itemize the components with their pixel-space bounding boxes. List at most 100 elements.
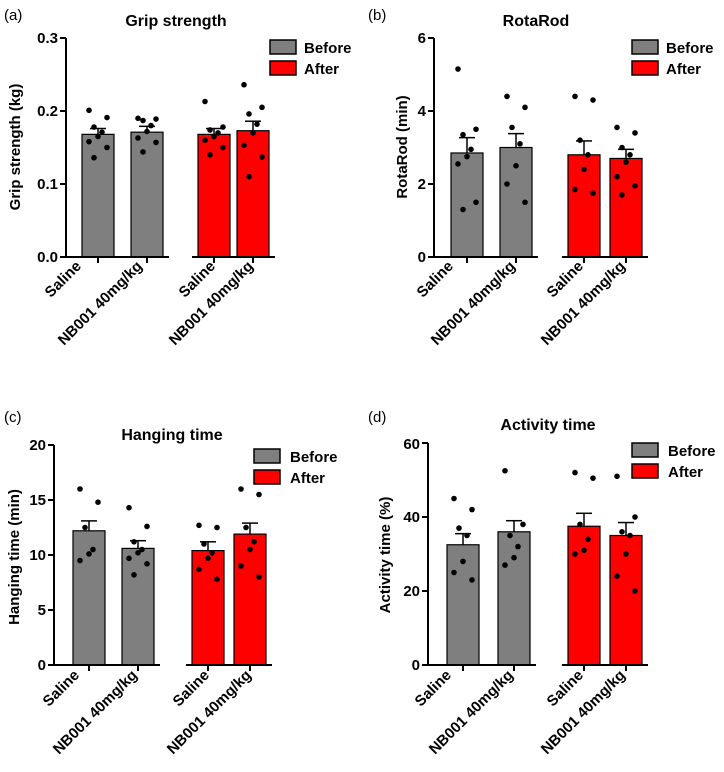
data-point xyxy=(577,521,583,528)
data-point xyxy=(148,122,154,129)
data-point xyxy=(135,135,141,141)
data-point xyxy=(632,130,638,136)
data-point xyxy=(451,569,457,576)
data-point xyxy=(144,523,150,530)
data-point xyxy=(460,206,466,213)
data-point xyxy=(215,130,221,136)
legend-label-after: After xyxy=(668,464,703,481)
data-point xyxy=(131,572,137,578)
legend-swatch-before xyxy=(253,448,281,464)
data-point xyxy=(251,539,257,545)
data-point xyxy=(238,563,244,569)
data-point xyxy=(95,133,101,140)
data-point xyxy=(581,547,587,554)
data-point xyxy=(196,522,202,529)
y-tick-label: 0 xyxy=(412,657,420,674)
data-point xyxy=(614,473,620,480)
data-point xyxy=(254,121,260,127)
data-point xyxy=(90,546,96,553)
data-point xyxy=(144,561,150,567)
data-point xyxy=(82,524,88,531)
data-point xyxy=(517,141,523,147)
y-tick-label: 20 xyxy=(29,437,46,454)
panel-label: (d) xyxy=(368,409,386,426)
panel-label: (b) xyxy=(368,7,386,24)
y-tick-label: 6 xyxy=(418,30,426,47)
data-point xyxy=(623,159,629,165)
bar xyxy=(121,547,155,666)
chart-title: Activity time xyxy=(500,417,595,434)
panel-activity-time: (d) Activity time Activity time (%) 0 20… xyxy=(368,409,716,758)
panel-grip-strength: (a) Grip strength Grip strength (kg) 0.0… xyxy=(4,7,352,349)
y-tick-label: 20 xyxy=(403,583,420,600)
data-point xyxy=(469,577,475,583)
y-tick-label: 40 xyxy=(403,509,420,526)
data-point xyxy=(220,144,226,151)
data-point xyxy=(469,506,475,513)
y-tick-label: 15 xyxy=(29,492,46,509)
data-point xyxy=(572,186,578,193)
data-point xyxy=(572,93,578,100)
y-axis-label: Grip strength (kg) xyxy=(7,84,24,211)
data-point xyxy=(590,475,596,481)
data-point xyxy=(86,138,92,145)
data-point xyxy=(614,124,620,131)
data-point xyxy=(507,532,513,539)
data-point xyxy=(140,149,146,155)
data-point xyxy=(504,181,510,187)
data-point xyxy=(456,525,462,531)
data-point xyxy=(619,144,625,151)
panel-label: (c) xyxy=(4,409,22,426)
data-point xyxy=(77,486,83,492)
bar xyxy=(233,533,267,666)
data-point xyxy=(246,111,252,117)
data-point xyxy=(77,557,83,564)
y-tick-label: 0.3 xyxy=(37,30,58,47)
data-point xyxy=(504,93,510,100)
data-point xyxy=(259,104,265,111)
data-point xyxy=(468,146,474,153)
data-point xyxy=(473,126,479,133)
data-point xyxy=(201,541,207,547)
data-point xyxy=(460,131,466,138)
y-tick-label: 0 xyxy=(38,657,46,674)
legend-label-after: After xyxy=(304,61,339,78)
data-point xyxy=(86,107,92,114)
legend-label-after: After xyxy=(290,470,325,487)
y-tick-label: 0 xyxy=(418,249,426,266)
bar xyxy=(450,152,484,258)
data-point xyxy=(572,551,578,557)
data-point xyxy=(104,114,110,121)
data-point xyxy=(250,130,256,136)
data-point xyxy=(211,133,217,140)
legend-swatch-after xyxy=(631,463,659,479)
y-tick-label: 60 xyxy=(403,436,420,453)
data-point xyxy=(202,137,208,143)
bar xyxy=(72,530,106,666)
legend-label-before: Before xyxy=(290,449,338,466)
y-axis-label: Activity time (%) xyxy=(377,497,394,614)
legend-label-before: Before xyxy=(668,443,716,460)
data-point xyxy=(91,154,97,161)
data-point xyxy=(207,152,213,158)
data-point xyxy=(135,115,141,122)
data-point xyxy=(139,546,145,553)
data-point xyxy=(632,588,638,594)
data-point xyxy=(455,66,461,72)
bar xyxy=(497,531,531,666)
data-point xyxy=(205,555,211,562)
data-point xyxy=(502,467,508,474)
data-point xyxy=(585,152,591,158)
data-point xyxy=(513,162,519,169)
data-point xyxy=(632,183,638,189)
data-point xyxy=(572,469,578,476)
data-point xyxy=(455,161,461,167)
legend-label-after: After xyxy=(666,61,701,78)
y-tick-label: 5 xyxy=(38,602,46,619)
data-point xyxy=(131,539,137,545)
data-point xyxy=(520,521,526,528)
legend-swatch-after xyxy=(631,60,659,76)
y-tick-label: 2 xyxy=(418,176,426,193)
data-point xyxy=(246,173,252,180)
